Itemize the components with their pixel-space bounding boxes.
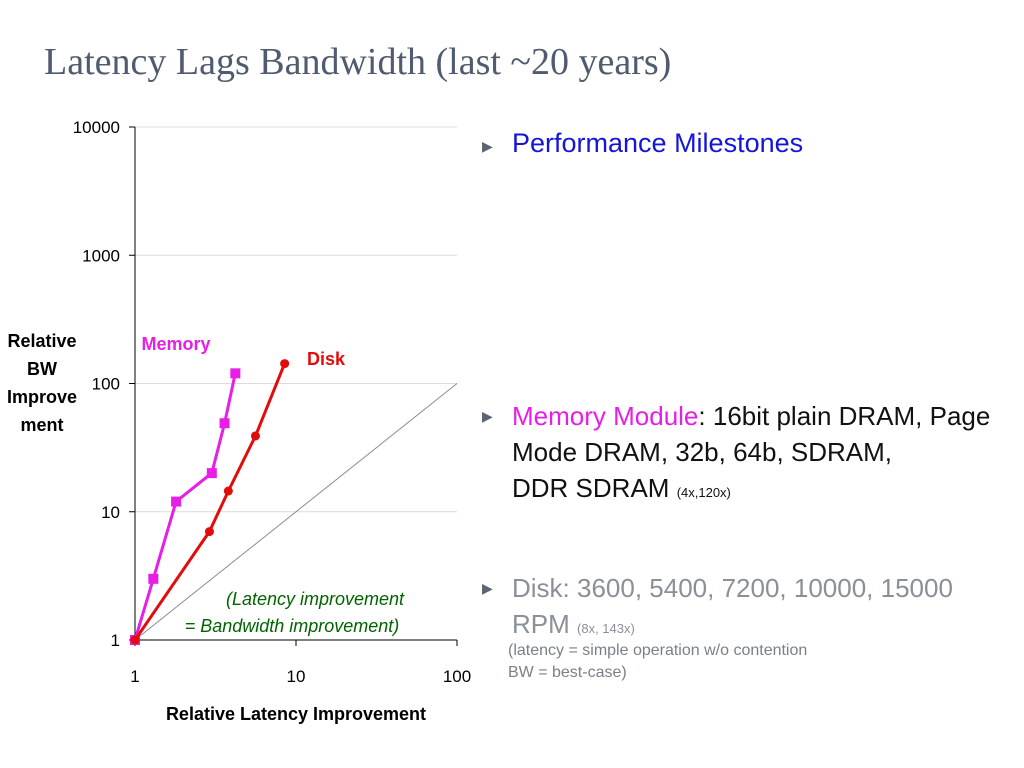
disk-improvement-note: (8x, 143x) [577, 621, 635, 636]
reference-annotation: = Bandwidth improvement) [185, 616, 400, 636]
bullet-disk-text: Disk: 3600, 5400, 7200, 10000, 15000 RPM… [512, 570, 982, 647]
bullet-arrow-icon: ▶ [482, 408, 493, 424]
memory-point [171, 496, 182, 507]
memory-description: 16bit plain DRAM, Page Mode DRAM, 32b, 6… [512, 401, 991, 467]
memory-colon: : [698, 401, 706, 431]
y-axis-label: Relative [7, 331, 76, 351]
memory-series-line [133, 372, 237, 641]
y-axis-label: ment [20, 415, 63, 435]
bullet-arrow-icon: ▶ [482, 138, 493, 154]
x-axis-label: Relative Latency Improvement [166, 704, 426, 724]
memory-module-label: Memory Module [512, 401, 699, 431]
disk-point [250, 431, 260, 441]
bullet-performance-text: Performance Milestones [512, 128, 804, 158]
y-tick-label: 1 [111, 631, 120, 650]
disk-point [280, 359, 290, 369]
disk-point [204, 527, 214, 537]
memory-improvement-note: (4x,120x) [676, 485, 731, 500]
latency-bandwidth-chart: 1 10 100 1000 10000 1 10 100 Relative Latency Im… [7, 118, 471, 724]
slide-title: Latency Lags Bandwidth (last ~20 years) [44, 41, 672, 83]
bullet-memory-text: Memory Module: 16bit plain DRAM, Page Mo… [512, 398, 1022, 511]
y-axis-label: Improve [7, 387, 77, 407]
memory-point [230, 368, 241, 379]
y-axis-label: BW [27, 359, 57, 379]
y-tick-label: 100 [92, 375, 120, 394]
memory-point [148, 573, 159, 584]
y-tick-label: 10000 [73, 118, 120, 137]
x-tick-label: 1 [130, 667, 139, 686]
reference-annotation: (Latency improvement [226, 589, 405, 609]
x-tick-label: 10 [287, 667, 306, 686]
memory-point [219, 418, 230, 429]
memory-point [206, 468, 217, 479]
disk-series-label: Disk [307, 349, 346, 369]
memory-series-label: Memory [141, 334, 210, 354]
x-tick-label: 100 [443, 667, 471, 686]
disk-description: Disk: 3600, 5400, 7200, 10000, 15000 RPM [512, 573, 953, 639]
latency-note-line1: (latency = simple operation w/o contenti… [508, 642, 808, 659]
disk-point [223, 486, 233, 496]
y-tick-label: 10 [101, 503, 120, 522]
y-tick-label: 1000 [82, 246, 120, 265]
bullet-arrow-icon: ▶ [482, 580, 493, 596]
disk-point [130, 635, 140, 645]
latency-note-line2: BW = best-case) [508, 664, 627, 681]
memory-last-item: DDR SDRAM [512, 473, 670, 503]
reference-line [134, 383, 458, 641]
latency-note: (latency = simple operation w/o contenti… [508, 640, 807, 684]
